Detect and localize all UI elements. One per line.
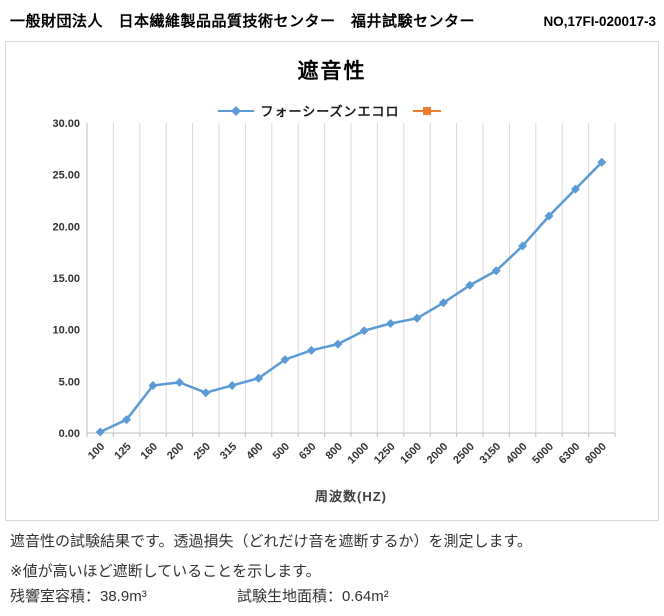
y-tick-label: 15.00 [52,273,80,285]
x-tick-label: 4000 [504,441,530,467]
data-point-marker [280,355,290,365]
data-point-marker [465,280,475,290]
y-tick-label: 20.00 [52,221,80,233]
data-point-marker [95,427,105,437]
data-point-marker [438,298,448,308]
test-conditions: 残響室容積：38.9m³ 試験生地面積：0.64m² [10,585,656,606]
x-tick-label: 800 [323,441,344,462]
plot-area: 0.00 5.00 10.00 15.00 20.00 25.00 30.00 100 125 1… [52,118,616,504]
description-line1: 遮音性の試験結果です。透過損失（どれだけ音を遮断するか）を測定します。 [10,533,533,550]
y-tick-label: 30.00 [52,118,80,130]
x-tick-label: 200 [165,441,186,462]
line-diamond-marker-icon [218,105,255,116]
chart-legend: フォーシーズンエコロ [6,101,658,120]
y-tick-label: 10.00 [52,325,80,337]
fabric-area-value: 試験生地面積：0.64m² [237,588,389,605]
line-square-marker-icon [412,106,441,115]
data-point-marker [201,388,211,398]
x-tick-label: 1250 [372,441,398,467]
y-tick-label: 0.00 [59,428,80,440]
x-tick-label: 6300 [557,441,583,467]
x-tick-label: 500 [271,441,292,462]
data-point-marker [570,184,580,194]
x-tick-label: 3150 [478,441,504,467]
x-tick-label: 2000 [425,441,451,467]
room-volume-value: 残響室容積：38.9m³ [10,588,147,605]
x-tick-label: 125 [112,441,133,462]
x-tick-label: 2500 [451,441,477,467]
x-tick-label: 630 [297,441,318,462]
legend-item-series2 [412,105,447,117]
data-point-marker [174,377,184,387]
y-tick-label: 5.00 [59,376,80,388]
data-point-marker [227,380,237,390]
data-point-marker [412,313,422,323]
data-point-marker [597,157,607,167]
organization-title: 一般財団法人 日本繊維製品品質技術センター 福井試験センター [10,13,476,30]
data-point-marker [491,266,501,276]
legend-item-series1: フォーシーズンエコロ [217,101,399,120]
x-axis-title: 周波数(HZ) [315,489,387,504]
x-tick-label: 5000 [530,441,556,467]
data-point-marker [544,211,554,221]
report-number: NO,17FI-020017-3 [543,14,656,29]
description-line2: ※値が高いほど遮断していることを示します。 [10,563,321,580]
data-point-marker [122,415,132,425]
data-point-marker [254,373,264,383]
x-tick-label: 1000 [346,441,372,467]
data-point-marker [306,345,316,355]
chart-title: 遮音性 [297,60,367,83]
x-tick-label: 100 [86,441,107,462]
data-point-marker [333,339,343,349]
chart: 遮音性 フォーシーズンエコロ 0.00 5.00 10.00 15.00 20.00 25… [5,41,659,521]
x-tick-label: 400 [244,441,265,462]
report-header: 一般財団法人 日本繊維製品品質技術センター 福井試験センター NO,17FI-0… [10,10,656,31]
x-tick-label: 8000 [583,441,609,467]
x-tick-label: 250 [191,441,212,462]
legend-label-series1: フォーシーズンエコロ [260,104,400,119]
data-point-marker [386,318,396,328]
y-tick-label: 25.00 [52,170,80,182]
x-tick-label: 1600 [398,441,424,467]
series-line [98,161,604,434]
data-point-marker [518,241,528,251]
data-point-marker [148,380,158,390]
x-tick-label: 160 [139,441,160,462]
data-point-marker [359,326,369,336]
x-tick-label: 315 [218,441,239,462]
